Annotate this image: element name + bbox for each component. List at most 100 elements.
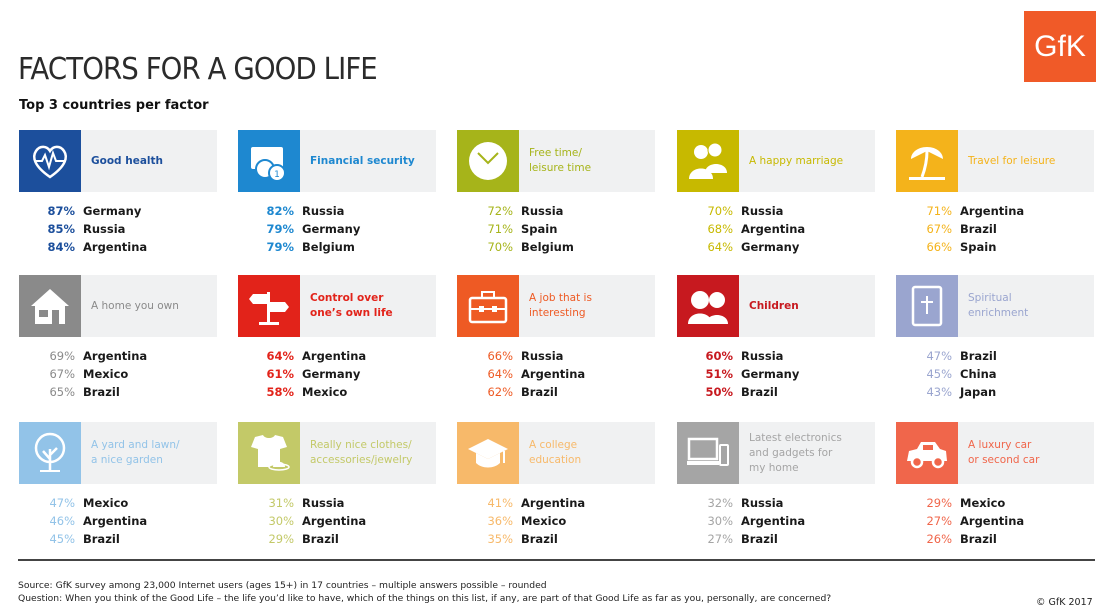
country-name: Brazil (521, 532, 558, 546)
percentage-value: 58% (266, 385, 294, 399)
children-icon (677, 275, 739, 337)
country-name: Germany (741, 367, 800, 381)
country-row: 35% Brazil (457, 530, 655, 548)
country-row: 64% Germany (677, 238, 875, 256)
country-list: 47% Mexico 46% Argentina 45% Brazil (19, 494, 217, 548)
factor-card: A college education 41% Argentina 36% Mexico… (457, 422, 655, 554)
country-row: 29% Mexico (896, 494, 1094, 512)
factor-card: A yard and lawn/ a nice garden 47% Mexico 4… (19, 422, 217, 554)
country-name: Brazil (960, 349, 997, 363)
percentage-value: 29% (268, 532, 294, 546)
factor-label: A job that is interesting (529, 292, 592, 319)
factor-card-header: A luxury car or second car (896, 422, 1094, 484)
country-name: Mexico (83, 367, 129, 381)
graduation-cap-icon (457, 422, 519, 484)
country-row: 85% Russia (19, 220, 217, 238)
factor-card-header: Travel for leisure (896, 130, 1094, 192)
car-icon (896, 422, 958, 484)
country-row: 70% Russia (677, 202, 875, 220)
country-name: Brazil (83, 385, 120, 399)
country-list: 32% Russia 30% Argentina 27% Brazil (677, 494, 875, 548)
percentage-value: 65% (49, 385, 75, 399)
page-subtitle: Top 3 countries per factor (19, 98, 209, 113)
house-icon (19, 275, 81, 337)
factor-label: Financial security (310, 154, 415, 167)
country-name: Germany (302, 222, 361, 236)
country-row: 51% Germany (677, 365, 875, 383)
country-name: Russia (741, 349, 784, 363)
factor-label: A luxury car or second car (968, 439, 1040, 466)
percentage-value: 70% (487, 240, 513, 254)
country-row: 27% Argentina (896, 512, 1094, 530)
country-row: 29% Brazil (238, 530, 436, 548)
factor-card: Travel for leisure 71% Argentina 67% Brazil 6… (896, 130, 1094, 262)
percentage-value: 41% (487, 496, 513, 510)
percentage-value: 61% (266, 367, 294, 381)
country-row: 61% Germany (238, 365, 436, 383)
svg-text:1: 1 (274, 170, 280, 180)
country-name: Russia (302, 496, 345, 510)
country-name: Argentina (83, 240, 148, 254)
country-row: 71% Argentina (896, 202, 1094, 220)
country-row: 41% Argentina (457, 494, 655, 512)
country-row: 66% Russia (457, 347, 655, 365)
country-name: Argentina (741, 514, 806, 528)
country-name: Belgium (302, 240, 355, 254)
country-list: 29% Mexico 27% Argentina 26% Brazil (896, 494, 1094, 548)
country-name: Germany (741, 240, 800, 254)
country-name: Russia (302, 204, 345, 218)
country-name: Brazil (960, 532, 997, 546)
country-name: Belgium (521, 240, 574, 254)
country-name: Argentina (83, 514, 148, 528)
country-name: Argentina (83, 349, 148, 363)
factor-label: Good health (91, 154, 163, 167)
country-row: 67% Brazil (896, 220, 1094, 238)
country-name: Argentina (302, 514, 367, 528)
percentage-value: 32% (707, 496, 733, 510)
percentage-value: 45% (926, 367, 952, 381)
country-row: 43% Japan (896, 383, 1094, 401)
factor-label: Really nice clothes/ accessories/jewelry (310, 439, 413, 466)
percentage-value: 72% (487, 204, 513, 218)
factor-card: A happy marriage 70% Russia 68% Argentina 64%… (677, 130, 875, 262)
factor-card: Children 60% Russia 51% Germany 50% Brazil (677, 275, 875, 407)
percentage-value: 47% (926, 349, 952, 363)
country-row: 79% Belgium (238, 238, 436, 256)
percentage-value: 82% (266, 204, 294, 218)
country-name: Argentina (302, 349, 367, 363)
country-name: Russia (741, 204, 784, 218)
factor-card: A home you own 69% Argentina 67% Mexico 65% Br… (19, 275, 217, 407)
percentage-value: 51% (705, 367, 733, 381)
percentage-value: 46% (49, 514, 75, 528)
percentage-value: 43% (926, 385, 952, 399)
country-row: 67% Mexico (19, 365, 217, 383)
country-name: Argentina (960, 204, 1025, 218)
briefcase-icon (457, 275, 519, 337)
country-row: 64% Argentina (457, 365, 655, 383)
country-row: 69% Argentina (19, 347, 217, 365)
country-row: 27% Brazil (677, 530, 875, 548)
percentage-value: 79% (266, 222, 294, 236)
electronics-icon (677, 422, 739, 484)
percentage-value: 50% (705, 385, 733, 399)
country-row: 84% Argentina (19, 238, 217, 256)
country-name: Brazil (302, 532, 339, 546)
factor-label: A happy marriage (749, 154, 844, 167)
percentage-value: 84% (47, 240, 75, 254)
bible-icon (896, 275, 958, 337)
factor-card: Good health 87% Germany 85% Russia 84% Argenti… (19, 130, 217, 262)
country-row: 70% Belgium (457, 238, 655, 256)
country-name: Brazil (741, 385, 778, 399)
country-name: Germany (302, 367, 361, 381)
country-row: 65% Brazil (19, 383, 217, 401)
country-row: 26% Brazil (896, 530, 1094, 548)
country-list: 31% Russia 30% Argentina 29% Brazil (238, 494, 436, 548)
country-name: Argentina (521, 367, 586, 381)
factor-card-header: A home you own (19, 275, 217, 337)
factor-label: Control over one’s own life (310, 292, 393, 319)
country-name: Spain (521, 222, 558, 236)
country-row: 46% Argentina (19, 512, 217, 530)
country-row: 79% Germany (238, 220, 436, 238)
palm-tree-icon (896, 130, 958, 192)
couple-icon (677, 130, 739, 192)
